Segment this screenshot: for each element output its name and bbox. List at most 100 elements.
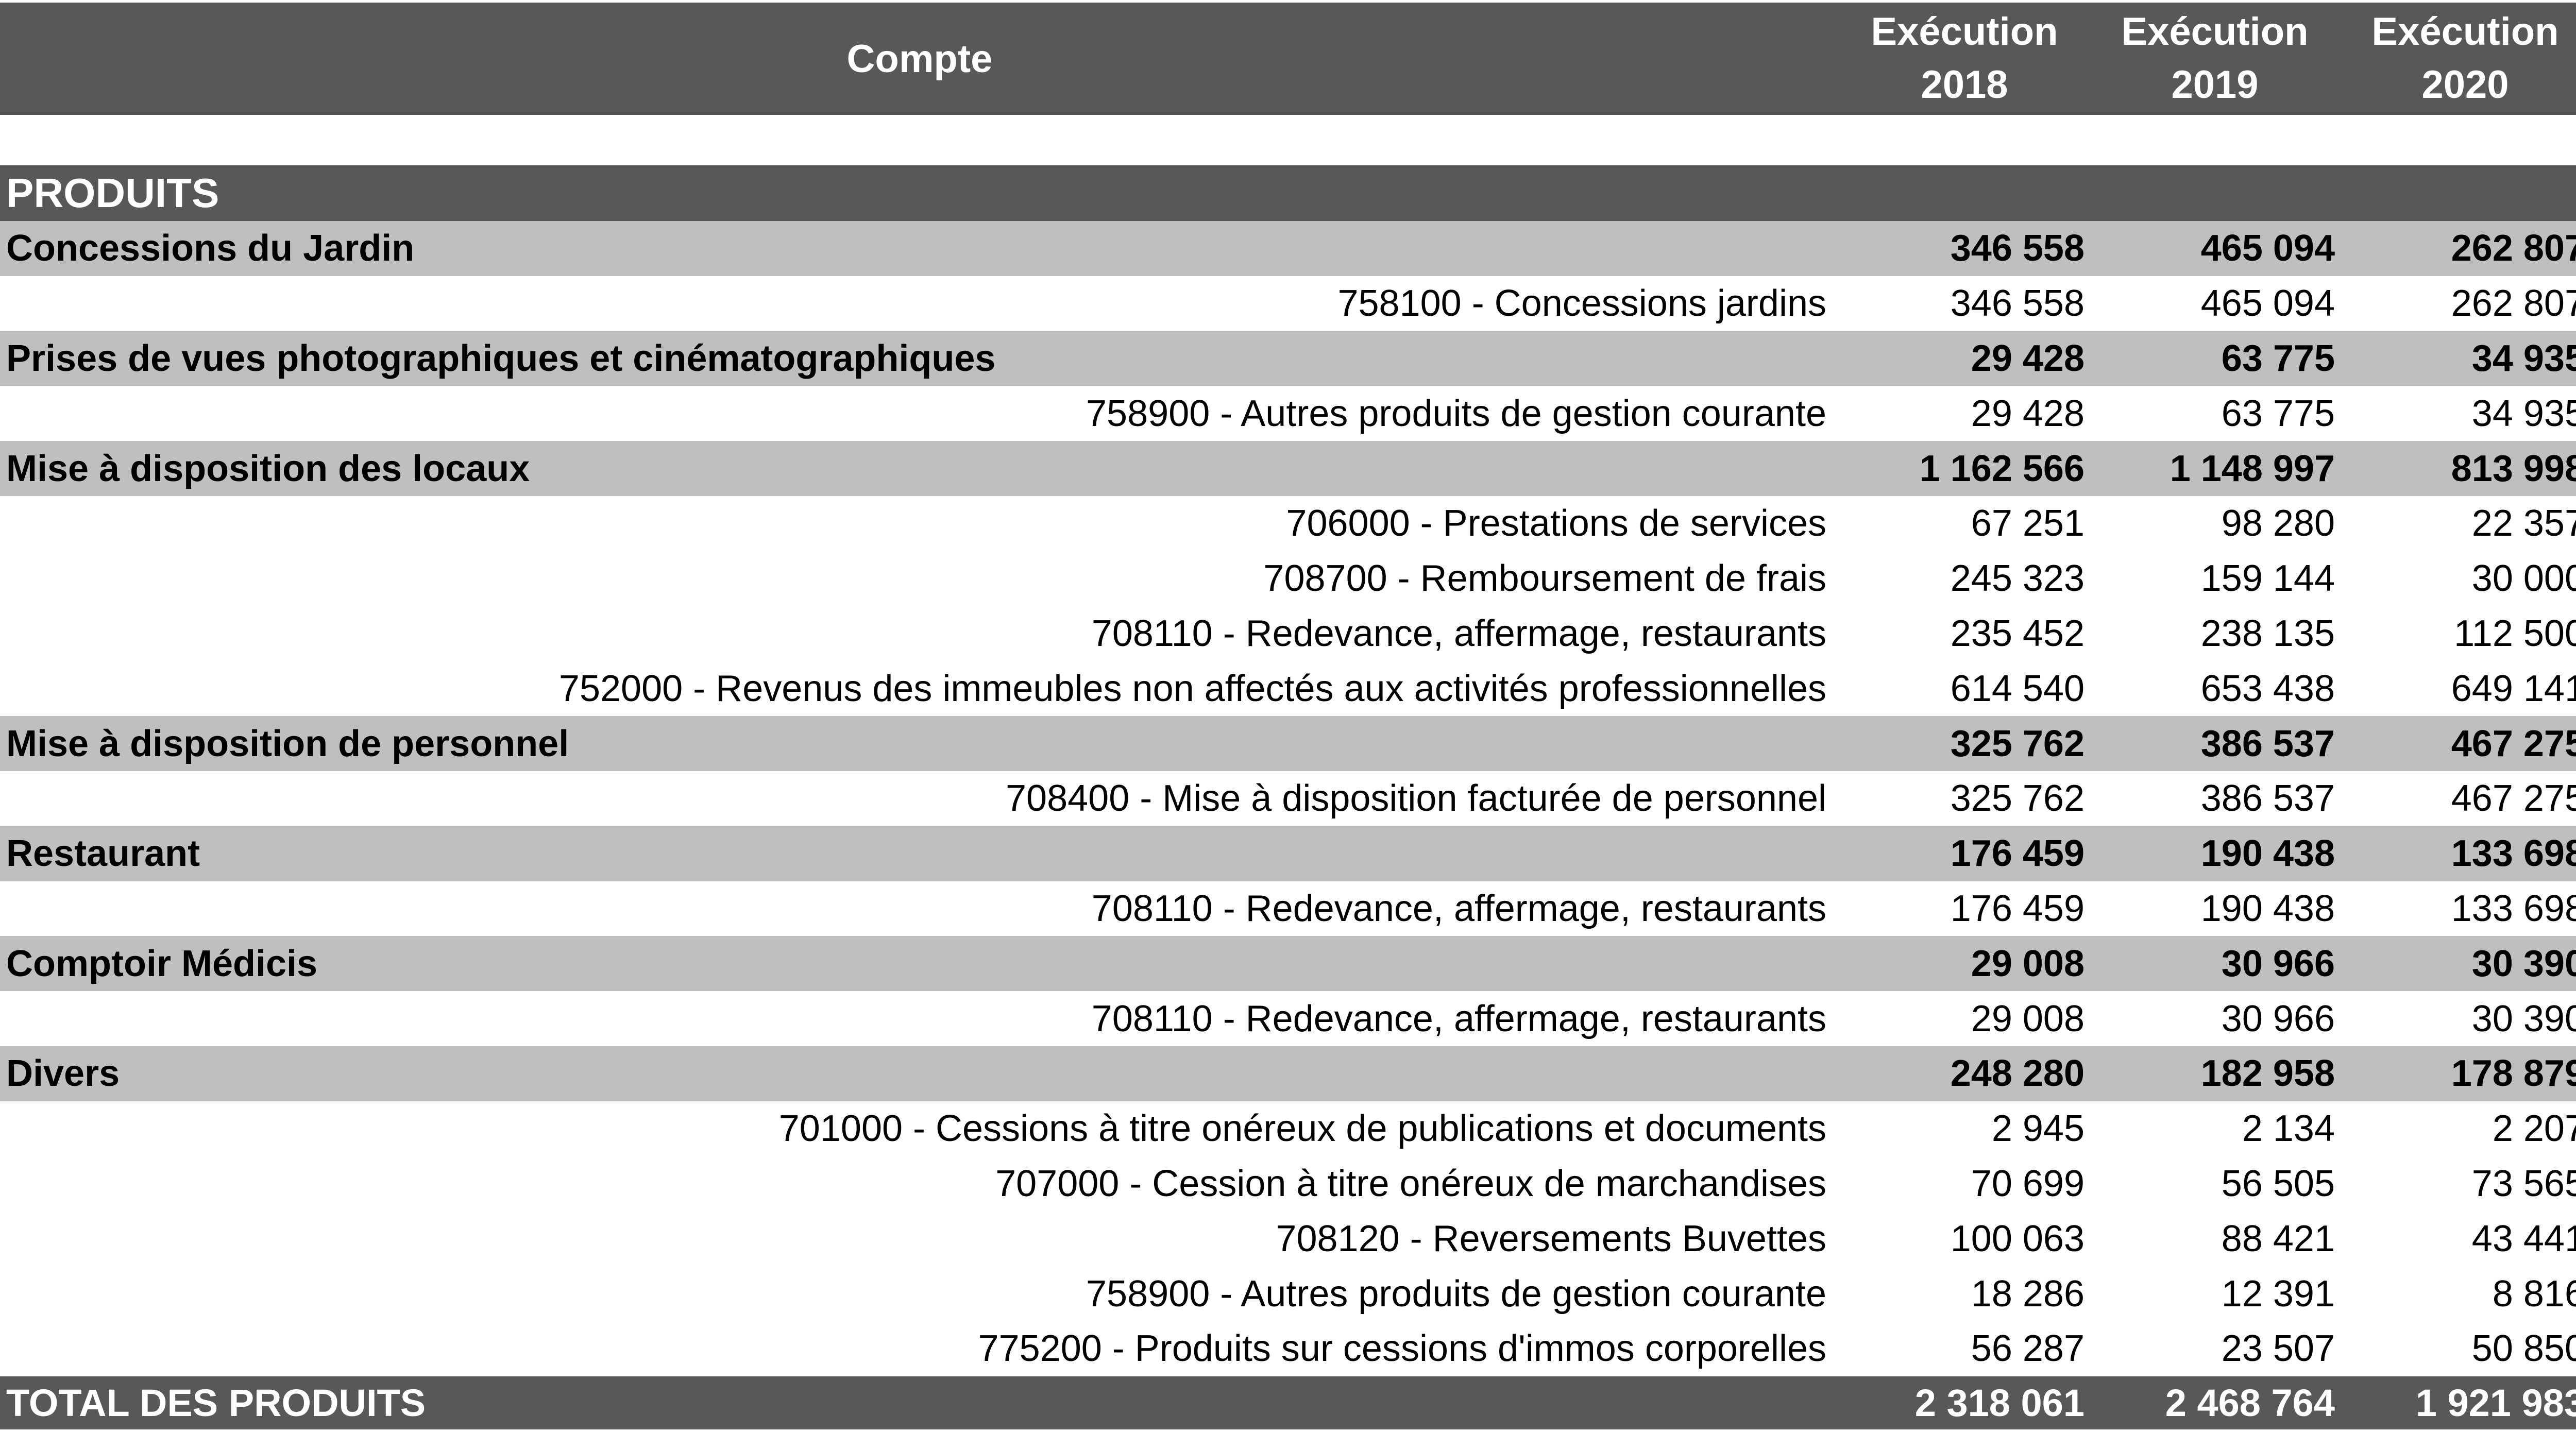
value-cell: 2 945: [1991, 1108, 2084, 1150]
value-cell: 2 207: [2492, 1108, 2576, 1150]
value-cell: 12 391: [2221, 1273, 2335, 1315]
value-cell: 465 094: [2200, 283, 2335, 325]
year-header-word: Exécution: [2121, 10, 2309, 54]
account-row: 706000 - Prestations de services 67 251 9…: [0, 496, 2576, 551]
value-cell: 100 063: [1950, 1218, 2084, 1259]
value-cell: 30 966: [2221, 998, 2335, 1039]
year-header-value: 2020: [2421, 63, 2509, 107]
value-cell: 30 390: [2471, 943, 2576, 984]
account-row: 775200 - Produits sur cessions d'immos c…: [0, 1321, 2576, 1376]
row-label: 706000 - Prestations de services: [1286, 503, 1826, 544]
value-cell: 653 438: [2200, 668, 2335, 709]
value-cell: 813 998: [2451, 448, 2576, 489]
row-label: Concessions du Jardin: [6, 228, 415, 269]
category-row: Mise à disposition des locaux 1 162 566 1…: [0, 441, 2576, 496]
value-cell: 73 565: [2471, 1163, 2576, 1204]
value-cell: 386 537: [2200, 778, 2335, 820]
account-row: 758900 - Autres produits de gestion cour…: [0, 1266, 2576, 1321]
value-cell: 467 275: [2451, 723, 2576, 764]
value-cell: 325 762: [1950, 723, 2084, 764]
account-row: 701000 - Cessions à titre onéreux de pub…: [0, 1101, 2576, 1156]
row-label: 708700 - Remboursement de frais: [1263, 558, 1826, 600]
row-label: 708110 - Redevance, affermage, restauran…: [1091, 998, 1826, 1039]
value-cell: 50 850: [2471, 1328, 2576, 1370]
value-cell: 1 148 997: [2170, 448, 2335, 489]
value-cell: 159 144: [2200, 558, 2335, 600]
row-label: Restaurant: [6, 833, 200, 875]
value-cell: 29 428: [1971, 393, 2084, 434]
category-row: Mise à disposition de personnel 325 762 3…: [0, 716, 2576, 771]
account-row: 758900 - Autres produits de gestion cour…: [0, 386, 2576, 441]
value-cell: 98 280: [2221, 503, 2335, 544]
account-row: 752000 - Revenus des immeubles non affec…: [0, 661, 2576, 717]
category-row: Prises de vues photographiques et cinéma…: [0, 331, 2576, 386]
total-value-cell: 2 468 764: [2165, 1381, 2335, 1424]
value-cell: 56 505: [2221, 1163, 2335, 1204]
total-label: TOTAL DES PRODUITS: [6, 1381, 426, 1424]
row-label: 752000 - Revenus des immeubles non affec…: [558, 668, 1826, 709]
value-cell: 245 323: [1950, 558, 2084, 600]
year-header-word: Exécution: [2371, 10, 2559, 54]
account-row: 708110 - Redevance, affermage, restauran…: [0, 991, 2576, 1046]
value-cell: 30 390: [2471, 998, 2576, 1039]
value-cell: 34 935: [2471, 337, 2576, 379]
value-cell: 8 816: [2492, 1273, 2576, 1315]
row-label: 708110 - Redevance, affermage, restauran…: [1091, 612, 1826, 654]
value-cell: 465 094: [2200, 228, 2335, 269]
value-cell: 70 699: [1971, 1163, 2084, 1204]
header-gap: [0, 115, 2576, 165]
account-row: 758100 - Concessions jardins 346 558 465 …: [0, 276, 2576, 331]
value-cell: 176 459: [1950, 833, 2084, 875]
value-cell: 235 452: [1950, 612, 2084, 654]
account-row: 707000 - Cession à titre onéreux de marc…: [0, 1156, 2576, 1212]
value-cell: 190 438: [2200, 888, 2335, 929]
value-cell: 262 807: [2451, 228, 2576, 269]
value-cell: 176 459: [1950, 888, 2084, 929]
value-cell: 182 958: [2200, 1053, 2335, 1095]
total-value-cell: 2 318 061: [1914, 1381, 2084, 1424]
row-label: Divers: [6, 1053, 120, 1095]
account-row: 708120 - Reversements Buvettes 100 063 88…: [0, 1211, 2576, 1267]
year-header-value: 2018: [1921, 63, 2008, 107]
value-cell: 29 008: [1971, 943, 2084, 984]
value-cell: 29 008: [1971, 998, 2084, 1039]
year-header-word: Exécution: [1871, 10, 2058, 54]
value-cell: 178 879: [2451, 1053, 2576, 1095]
row-label: 758100 - Concessions jardins: [1337, 283, 1826, 325]
value-cell: 43 441: [2471, 1218, 2576, 1259]
col-header-year: Exécution 2020: [2340, 3, 2576, 115]
value-cell: 56 287: [1971, 1328, 2084, 1370]
account-row: 708110 - Redevance, affermage, restauran…: [0, 606, 2576, 661]
value-cell: 133 698: [2451, 888, 2576, 929]
row-label: 708120 - Reversements Buvettes: [1276, 1218, 1826, 1259]
col-header-year: Exécution 2019: [2090, 3, 2340, 115]
value-cell: 88 421: [2221, 1218, 2335, 1259]
value-cell: 63 775: [2221, 393, 2335, 434]
row-label: 708110 - Redevance, affermage, restauran…: [1091, 888, 1826, 929]
account-row: 708400 - Mise à disposition facturée de …: [0, 771, 2576, 826]
value-cell: 23 507: [2221, 1328, 2335, 1370]
value-cell: 18 286: [1971, 1273, 2084, 1315]
value-cell: 238 135: [2200, 612, 2335, 654]
value-cell: 325 762: [1950, 778, 2084, 820]
value-cell: 133 698: [2451, 833, 2576, 875]
year-header-value: 2019: [2171, 63, 2259, 107]
value-cell: 30 000: [2471, 558, 2576, 600]
value-cell: 30 966: [2221, 943, 2335, 984]
account-row: 708700 - Remboursement de frais 245 323 1…: [0, 551, 2576, 606]
row-label: Mise à disposition des locaux: [6, 448, 530, 489]
category-row: Concessions du Jardin 346 558 465 094 262 …: [0, 221, 2576, 276]
section-banner-produits: PRODUITS: [0, 165, 2576, 221]
row-label: Prises de vues photographiques et cinéma…: [6, 337, 996, 379]
row-label: Mise à disposition de personnel: [6, 723, 569, 764]
row-label: 758900 - Autres produits de gestion cour…: [1086, 1273, 1826, 1315]
account-row: 708110 - Redevance, affermage, restauran…: [0, 881, 2576, 936]
total-row: TOTAL DES PRODUITS 2 318 061 2 468 764 1 9…: [0, 1376, 2576, 1429]
row-label: 701000 - Cessions à titre onéreux de pub…: [778, 1108, 1826, 1150]
value-cell: 1 162 566: [1919, 448, 2084, 489]
value-cell: 614 540: [1950, 668, 2084, 709]
value-cell: 2 134: [2242, 1108, 2335, 1150]
